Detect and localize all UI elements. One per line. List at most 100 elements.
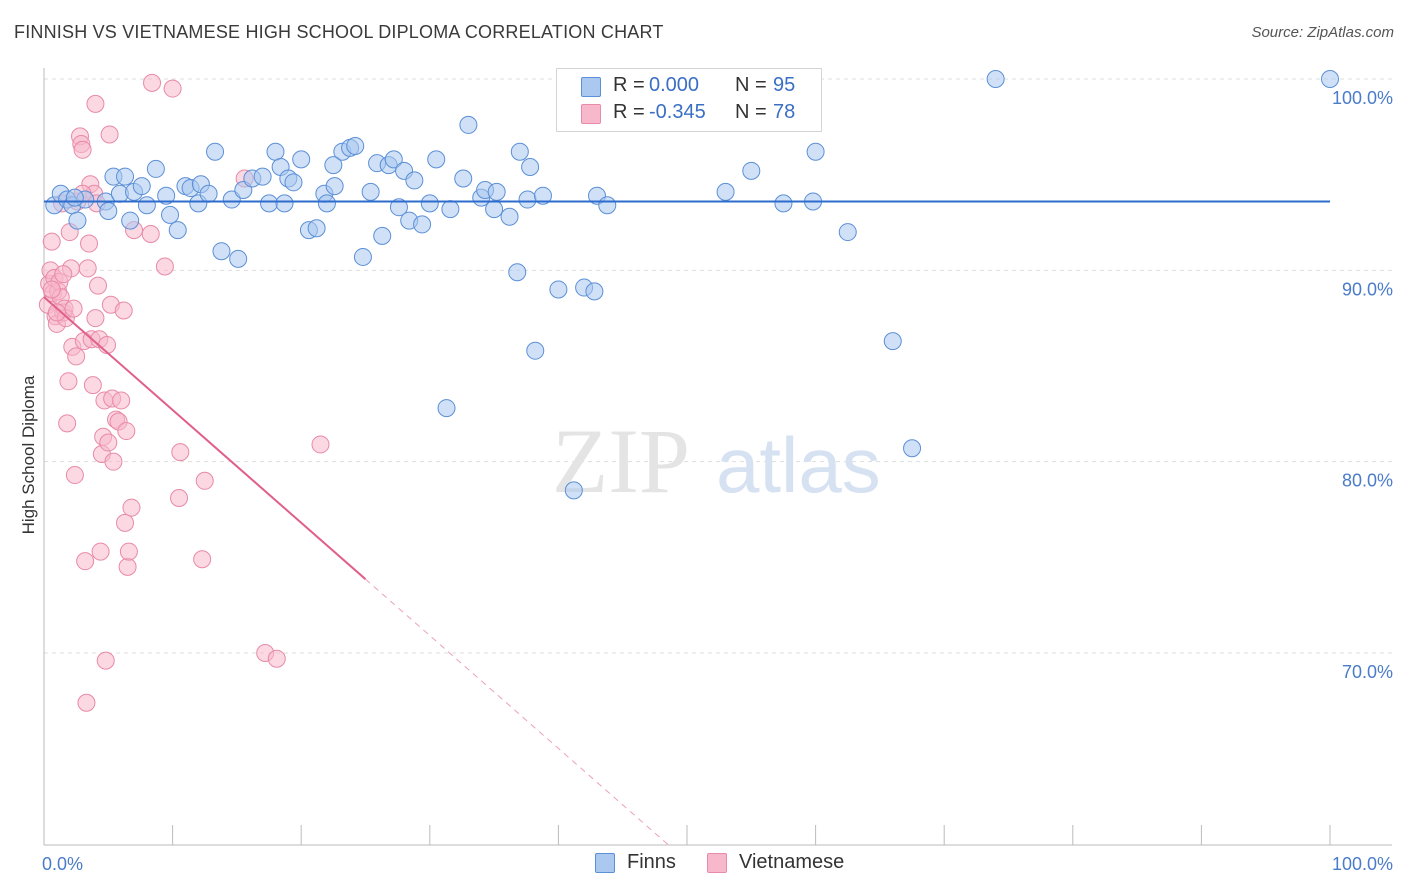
viet-r-value: -0.345 bbox=[649, 101, 706, 123]
vietnamese-point bbox=[119, 542, 138, 561]
finns-n-value: 95 bbox=[773, 74, 796, 96]
vietnamese-point bbox=[267, 649, 286, 668]
y-tick-label: 70.0% bbox=[1342, 662, 1393, 682]
finns-point bbox=[487, 182, 506, 201]
vietnamese-point bbox=[91, 542, 110, 561]
viet-r-label: R = bbox=[613, 101, 645, 123]
watermark-atlas: atlas bbox=[716, 421, 881, 509]
vietnamese-point bbox=[86, 309, 105, 328]
viet-swatch bbox=[581, 104, 601, 124]
vietnamese-point bbox=[155, 257, 174, 276]
x-tick-label: 100.0% bbox=[1332, 854, 1393, 874]
vietnamese-point bbox=[86, 94, 105, 113]
vietnamese-point bbox=[65, 466, 84, 485]
finns-point bbox=[260, 194, 279, 213]
finns-point bbox=[774, 194, 793, 213]
finns-point bbox=[161, 205, 180, 224]
bottom-viet-swatch bbox=[707, 853, 727, 873]
y-axis-label: High School Diploma bbox=[19, 375, 38, 534]
x-tick-labels: 0.0% 100.0% bbox=[42, 854, 1393, 874]
bottom-finns-swatch bbox=[595, 853, 615, 873]
vietnamese-point bbox=[99, 433, 118, 452]
vietnamese-point bbox=[98, 335, 117, 354]
finns-point bbox=[437, 399, 456, 418]
finns-point bbox=[324, 156, 343, 175]
finns-point bbox=[353, 247, 372, 266]
finns-point bbox=[564, 481, 583, 500]
finns-point bbox=[454, 169, 473, 188]
stats-legend: R = 0.000 N = 95 R = -0.345 N = 78 bbox=[556, 68, 822, 132]
finns-point bbox=[121, 211, 140, 230]
vietnamese-point bbox=[141, 224, 160, 243]
vietnamese-point bbox=[163, 79, 182, 98]
viet-n-label: N = bbox=[735, 101, 767, 123]
watermark: ZIP atlas bbox=[552, 410, 881, 512]
finns-points bbox=[45, 70, 1339, 500]
bottom-finns-label: Finns bbox=[627, 851, 676, 873]
vietnamese-point bbox=[42, 280, 61, 299]
vietnamese-point bbox=[171, 443, 190, 462]
finns-point bbox=[521, 158, 540, 177]
vietnamese-point bbox=[193, 550, 212, 569]
finns-point bbox=[284, 173, 303, 192]
vietnamese-point bbox=[311, 435, 330, 454]
finns-point bbox=[441, 200, 460, 219]
finns-point bbox=[157, 186, 176, 205]
finns-point bbox=[168, 221, 187, 240]
finns-r-label: R = bbox=[613, 74, 645, 96]
finns-point bbox=[903, 439, 922, 458]
vietnamese-point bbox=[47, 303, 66, 322]
finns-point bbox=[598, 196, 617, 215]
finns-point bbox=[1321, 70, 1339, 88]
finns-point bbox=[116, 167, 135, 186]
finns-point bbox=[317, 194, 336, 213]
vietnamese-point bbox=[78, 259, 97, 278]
vietnamese-point bbox=[73, 140, 92, 159]
finns-point bbox=[459, 115, 478, 134]
vietnamese-point bbox=[76, 552, 95, 571]
vietnamese-point bbox=[116, 513, 135, 532]
finns-point bbox=[212, 242, 231, 261]
finns-point bbox=[361, 182, 380, 201]
finns-point bbox=[206, 142, 225, 161]
finns-point bbox=[68, 211, 87, 230]
finns-point bbox=[199, 184, 218, 203]
finns-r-value: 0.000 bbox=[649, 74, 700, 96]
finns-point bbox=[137, 196, 156, 215]
finns-point bbox=[420, 194, 439, 213]
finns-point bbox=[883, 332, 902, 351]
finns-point bbox=[146, 159, 165, 178]
finns-point bbox=[384, 150, 403, 169]
vietnamese-point bbox=[67, 347, 86, 366]
vietnamese-point bbox=[89, 276, 108, 295]
finns-point bbox=[526, 341, 545, 360]
finns-point bbox=[549, 280, 568, 299]
finns-point bbox=[742, 161, 761, 180]
vietnamese-point bbox=[195, 471, 214, 490]
vietnamese-trend-extension bbox=[365, 578, 669, 845]
chart-title: FINNISH VS VIETNAMESE HIGH SCHOOL DIPLOM… bbox=[14, 22, 664, 42]
finns-point bbox=[500, 207, 519, 226]
finns-point bbox=[132, 177, 151, 196]
bottom-viet-label: Vietnamese bbox=[739, 851, 845, 873]
vietnamese-point bbox=[54, 265, 73, 284]
y-tick-label: 80.0% bbox=[1342, 471, 1393, 491]
finns-point bbox=[838, 223, 857, 242]
y-tick-labels: 70.0% 80.0% 90.0% 100.0% bbox=[1332, 88, 1393, 682]
viet-n-value: 78 bbox=[773, 101, 796, 123]
finns-point bbox=[325, 177, 344, 196]
finns-point bbox=[986, 70, 1005, 88]
vietnamese-point bbox=[58, 414, 77, 433]
axes bbox=[43, 68, 1392, 846]
y-tick-label: 100.0% bbox=[1332, 88, 1393, 108]
finns-point bbox=[99, 202, 118, 221]
source-label: Source: ZipAtlas.com bbox=[1251, 24, 1394, 41]
trend-lines bbox=[43, 200, 1330, 845]
finns-point bbox=[307, 219, 326, 238]
finns-point bbox=[716, 182, 735, 201]
finns-point bbox=[253, 167, 272, 186]
vietnamese-trend-line bbox=[43, 296, 367, 580]
finns-point bbox=[229, 249, 248, 268]
finns-point bbox=[806, 142, 825, 161]
vietnamese-point bbox=[112, 391, 131, 410]
